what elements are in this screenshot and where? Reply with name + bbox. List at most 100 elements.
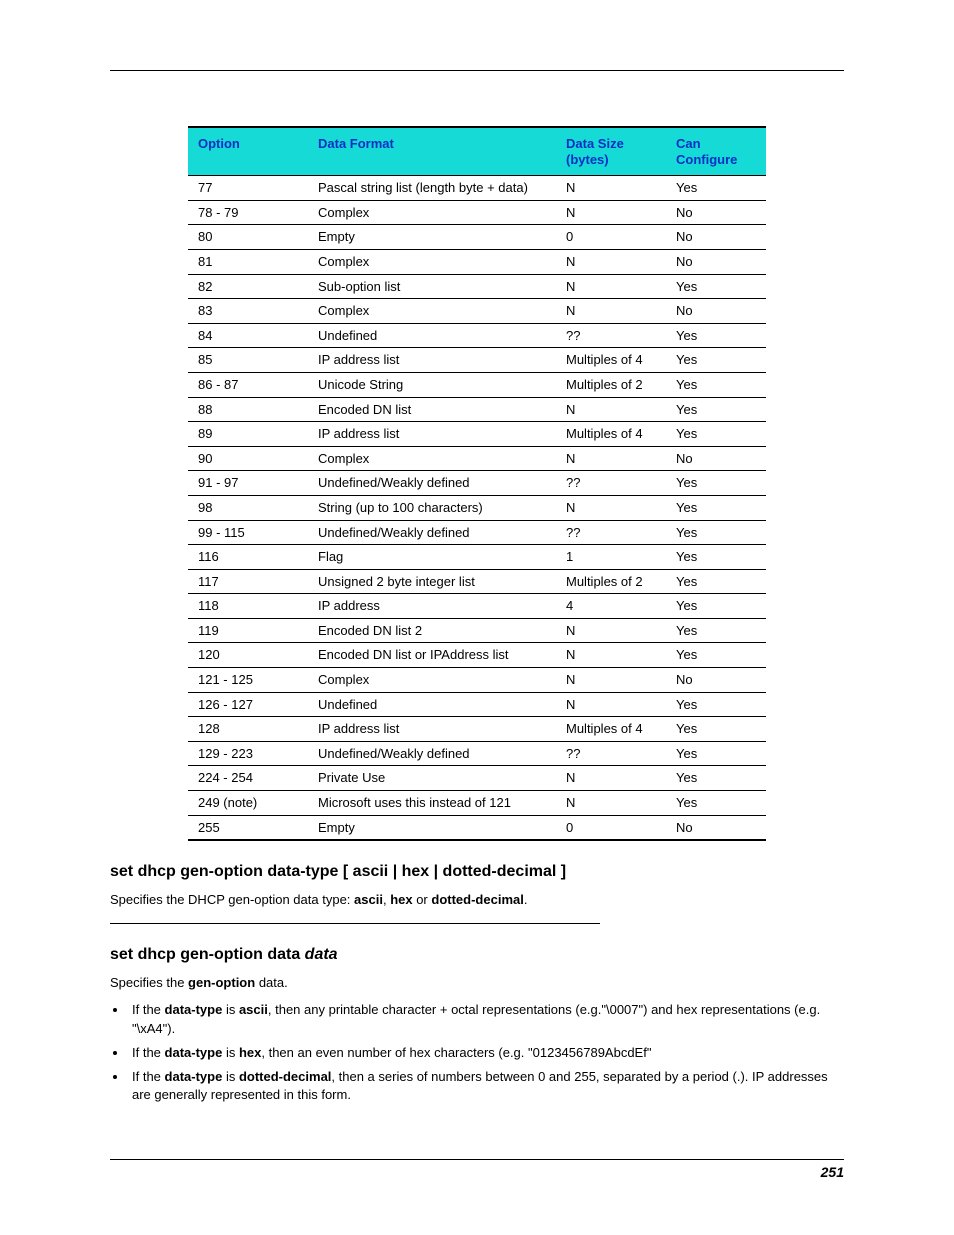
bullet-list: If the data-type is ascii, then any prin… [128,1001,844,1104]
bold-dotted: dotted-decimal [431,892,523,907]
table-cell: IP address list [308,348,556,373]
table-cell: Yes [666,323,766,348]
table-cell: Encoded DN list or IPAddress list [308,643,556,668]
table-row: 118IP address4Yes [188,594,766,619]
table-cell: Yes [666,274,766,299]
table-cell: IP address list [308,717,556,742]
table-cell: Empty [308,815,556,840]
top-rule [110,70,844,71]
table-row: 126 - 127UndefinedNYes [188,692,766,717]
table-cell: N [556,643,666,668]
bold-gen-option: gen-option [188,975,255,990]
table-cell: Unsigned 2 byte integer list [308,569,556,594]
table-cell: Yes [666,520,766,545]
table-cell: Empty [308,225,556,250]
table-cell: Microsoft uses this instead of 121 [308,791,556,816]
table-row: 89IP address listMultiples of 4Yes [188,422,766,447]
table-cell: N [556,495,666,520]
text: , then an even number of hex characters … [261,1045,651,1060]
table-cell: Flag [308,545,556,570]
bold-term: data-type [165,1069,223,1084]
table-cell: Yes [666,397,766,422]
table-cell: No [666,249,766,274]
table-cell: Yes [666,569,766,594]
list-item: If the data-type is dotted-decimal, then… [128,1068,844,1104]
table-cell: Yes [666,766,766,791]
col-header-configure: Can Configure [666,127,766,176]
table-cell: 119 [188,618,308,643]
table-cell: Yes [666,422,766,447]
table-cell: N [556,200,666,225]
bold-ascii: ascii [354,892,383,907]
table-cell: 85 [188,348,308,373]
footer-rule [110,1159,844,1160]
table-cell: Yes [666,348,766,373]
table-cell: Yes [666,643,766,668]
table-cell: N [556,766,666,791]
table-cell: N [556,791,666,816]
table-cell: Yes [666,741,766,766]
table-cell: ?? [556,520,666,545]
table-cell: N [556,397,666,422]
bold-term: data-type [165,1002,223,1017]
bold-term: ascii [239,1002,268,1017]
table-cell: N [556,176,666,201]
page: Option Data Format Data Size (bytes) Can… [0,0,954,1235]
table-cell: N [556,618,666,643]
text: is [222,1002,239,1017]
table-cell: 84 [188,323,308,348]
table-head: Option Data Format Data Size (bytes) Can… [188,127,766,176]
table-cell: Yes [666,692,766,717]
table-cell: 249 (note) [188,791,308,816]
table-cell: No [666,200,766,225]
options-table: Option Data Format Data Size (bytes) Can… [188,126,766,841]
table-row: 77Pascal string list (length byte + data… [188,176,766,201]
text: Specifies the DHCP gen-option data type: [110,892,354,907]
list-item: If the data-type is ascii, then any prin… [128,1001,844,1037]
table-cell: No [666,446,766,471]
table-cell: Complex [308,200,556,225]
table-cell: Encoded DN list [308,397,556,422]
table-cell: String (up to 100 characters) [308,495,556,520]
table-cell: 126 - 127 [188,692,308,717]
table-cell: 0 [556,815,666,840]
table-row: 128IP address listMultiples of 4Yes [188,717,766,742]
table-cell: No [666,225,766,250]
list-item: If the data-type is hex, then an even nu… [128,1044,844,1062]
table-cell: 4 [556,594,666,619]
table-cell: 224 - 254 [188,766,308,791]
table-cell: 116 [188,545,308,570]
bold-hex: hex [390,892,412,907]
table-cell: N [556,274,666,299]
bold-term: dotted-decimal [239,1069,331,1084]
table-row: 121 - 125ComplexNNo [188,668,766,693]
table-row: 249 (note)Microsoft uses this instead of… [188,791,766,816]
table-header-row: Option Data Format Data Size (bytes) Can… [188,127,766,176]
table-cell: 118 [188,594,308,619]
table-cell: Complex [308,249,556,274]
table-cell: ?? [556,471,666,496]
col-header-option: Option [188,127,308,176]
table-row: 99 - 115Undefined/Weakly defined??Yes [188,520,766,545]
table-cell: Multiples of 4 [556,717,666,742]
table-cell: Yes [666,717,766,742]
table-cell: Undefined/Weakly defined [308,471,556,496]
text: data. [255,975,288,990]
table-cell: No [666,299,766,324]
table-row: 116Flag1Yes [188,545,766,570]
table-cell: 78 - 79 [188,200,308,225]
table-cell: 99 - 115 [188,520,308,545]
table-row: 88Encoded DN listNYes [188,397,766,422]
table-cell: Yes [666,372,766,397]
table-row: 117Unsigned 2 byte integer listMultiples… [188,569,766,594]
table-row: 120Encoded DN list or IPAddress listNYes [188,643,766,668]
table-cell: 77 [188,176,308,201]
table-cell: IP address list [308,422,556,447]
table-cell: Complex [308,299,556,324]
table-cell: Yes [666,471,766,496]
text: or [413,892,432,907]
table-cell: No [666,668,766,693]
table-cell: 88 [188,397,308,422]
table-row: 91 - 97Undefined/Weakly defined??Yes [188,471,766,496]
table-row: 129 - 223Undefined/Weakly defined??Yes [188,741,766,766]
